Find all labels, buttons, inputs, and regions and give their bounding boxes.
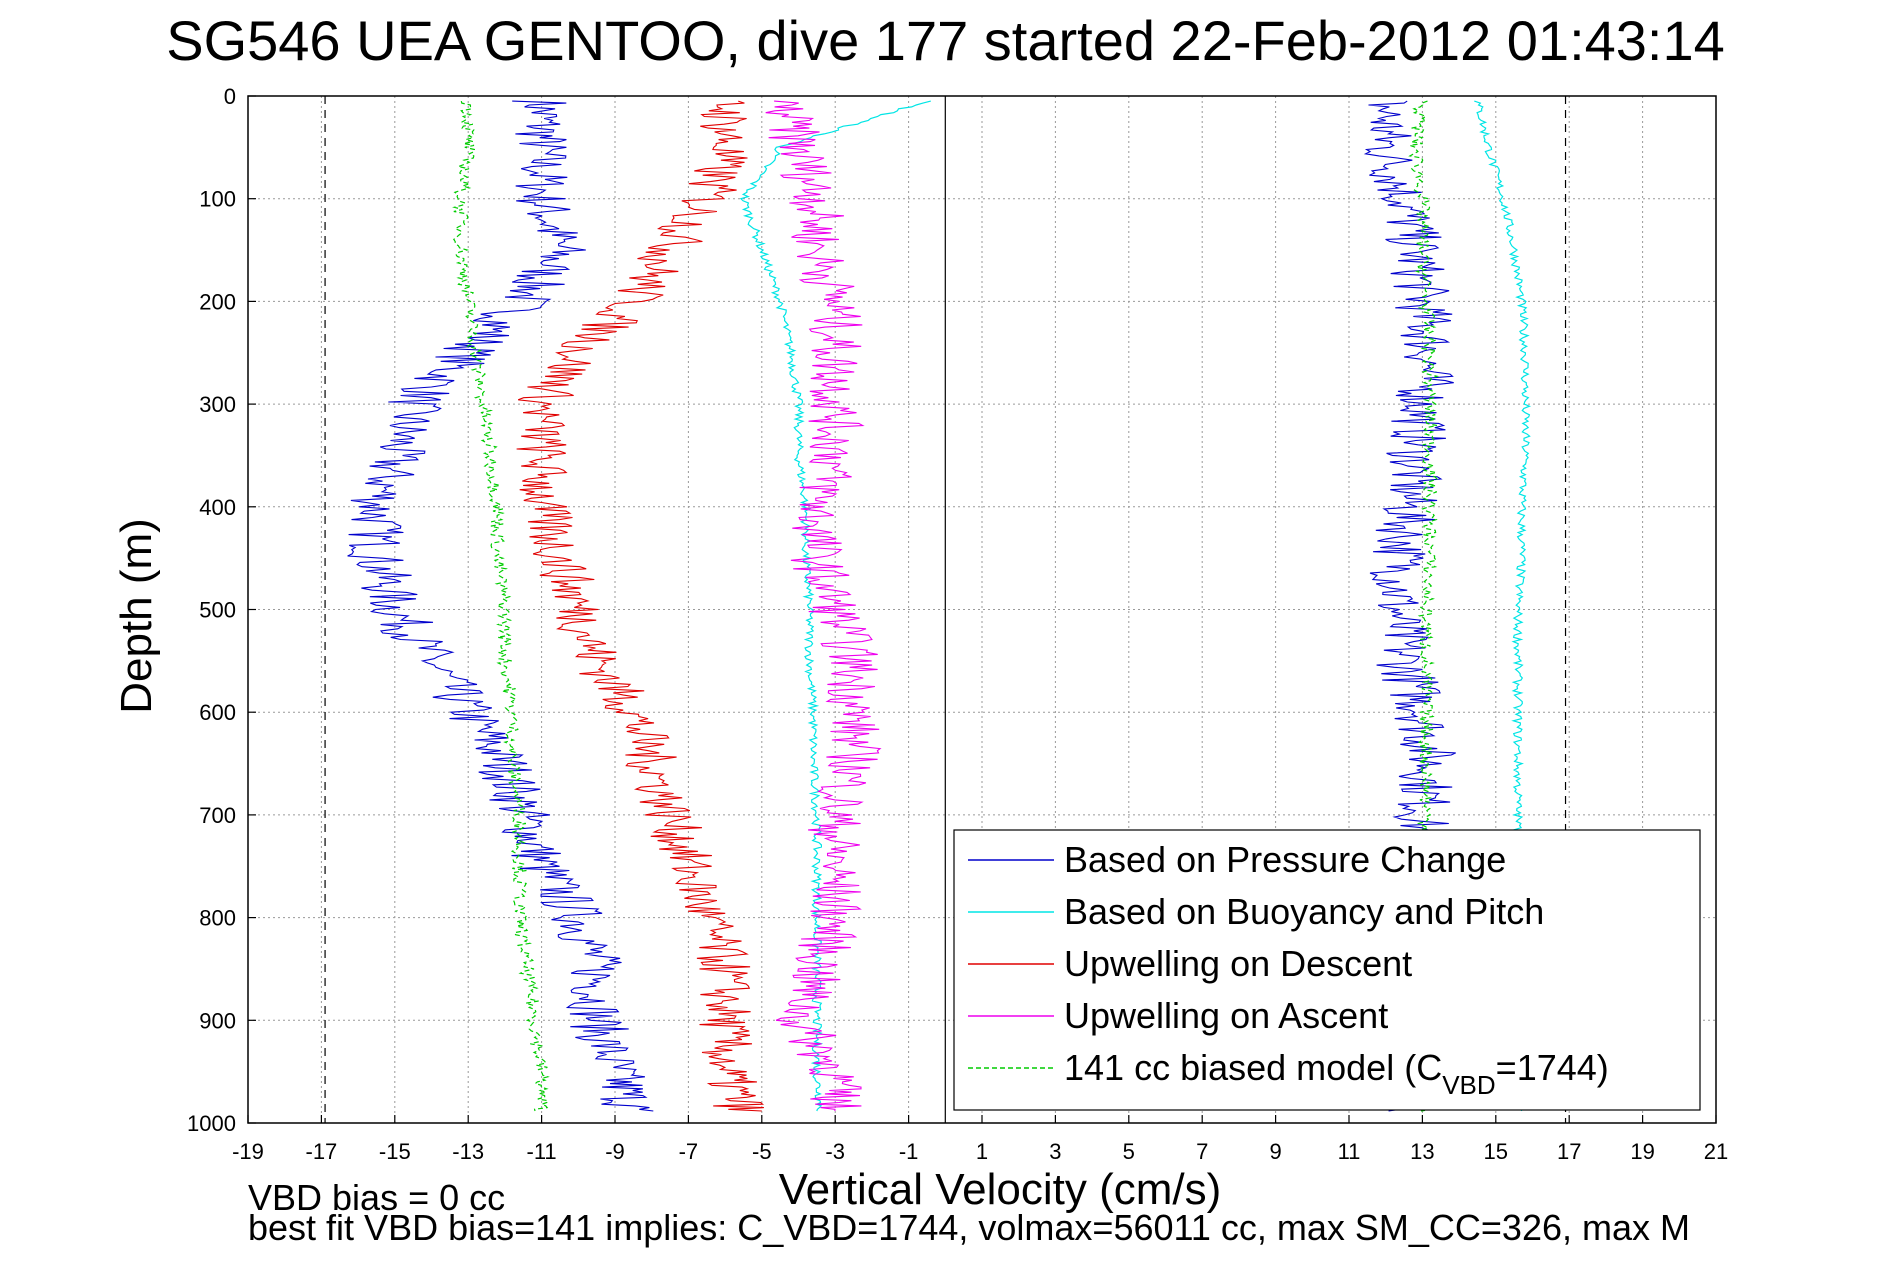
legend-label-descent: Upwelling on Descent	[1064, 943, 1412, 984]
y-tick-label: 300	[199, 392, 236, 417]
x-tick-label: -1	[899, 1139, 919, 1164]
series-line-model	[1408, 100, 1440, 1112]
x-tick-label: -19	[232, 1139, 264, 1164]
legend-label-buoyancy: Based on Buoyancy and Pitch	[1064, 891, 1544, 932]
chart-title: SG546 UEA GENTOO, dive 177 started 22-Fe…	[166, 9, 1725, 72]
y-tick-label: 600	[199, 700, 236, 725]
series-line-pressure	[347, 100, 654, 1112]
x-tick-label: 9	[1269, 1139, 1281, 1164]
x-tick-label: -15	[379, 1139, 411, 1164]
x-tick-label: -5	[752, 1139, 772, 1164]
x-tick-label: -9	[605, 1139, 625, 1164]
x-tick-label: 1	[976, 1139, 988, 1164]
ticks: -19 -17 -15 -13 -11 -9 -7 -5 -3 -1 1 3 5 7 9 11 13 15 17 19…	[187, 84, 1728, 1164]
x-tick-label: 13	[1410, 1139, 1434, 1164]
x-tick-label: 19	[1630, 1139, 1654, 1164]
x-tick-label: -13	[452, 1139, 484, 1164]
x-tick-label: -3	[825, 1139, 845, 1164]
series-line-ascent	[765, 100, 882, 1112]
x-tick-label: 17	[1557, 1139, 1581, 1164]
y-tick-label: 900	[199, 1008, 236, 1033]
legend-model-subscript: VBD	[1442, 1070, 1495, 1100]
x-tick-label: 5	[1123, 1139, 1135, 1164]
y-tick-label: 400	[199, 495, 236, 520]
y-tick-label: 100	[199, 187, 236, 212]
x-tick-label: -11	[527, 1139, 557, 1164]
legend-label-model: 141 cc biased model (CVBD=1744)	[1064, 1047, 1609, 1100]
x-tick-label: -17	[306, 1139, 338, 1164]
legend-model-label: 141 cc biased model (C	[1064, 1047, 1442, 1088]
legend-box	[953, 829, 1701, 1111]
legend-model-suffix: =1744)	[1496, 1047, 1609, 1088]
y-tick-label: 500	[199, 598, 236, 623]
y-tick-label: 700	[199, 803, 236, 828]
y-tick-label: 1000	[187, 1111, 236, 1136]
series-line-descent	[516, 100, 765, 1112]
x-tick-label: 7	[1196, 1139, 1208, 1164]
legend-label-ascent: Upwelling on Ascent	[1064, 995, 1388, 1036]
x-tick-label: 11	[1338, 1139, 1361, 1164]
vbd-bias-note: VBD bias = 0 cc	[248, 1177, 506, 1218]
x-tick-label: 21	[1704, 1139, 1728, 1164]
best-fit-note: best fit VBD bias=141 implies: C_VBD=174…	[248, 1207, 1691, 1248]
y-tick-label: 800	[199, 906, 236, 931]
legend: Based on Pressure Change Based on Buoyanc…	[953, 829, 1701, 1111]
x-axis-label: Vertical Velocity (cm/s)	[778, 1165, 1222, 1214]
y-tick-label: 0	[224, 84, 236, 109]
legend-label-pressure: Based on Pressure Change	[1064, 839, 1506, 880]
x-tick-label: 15	[1484, 1139, 1508, 1164]
x-tick-label: 3	[1049, 1139, 1061, 1164]
series-line-model	[452, 100, 550, 1112]
x-tick-label: -7	[679, 1139, 699, 1164]
y-tick-label: 200	[199, 289, 236, 314]
